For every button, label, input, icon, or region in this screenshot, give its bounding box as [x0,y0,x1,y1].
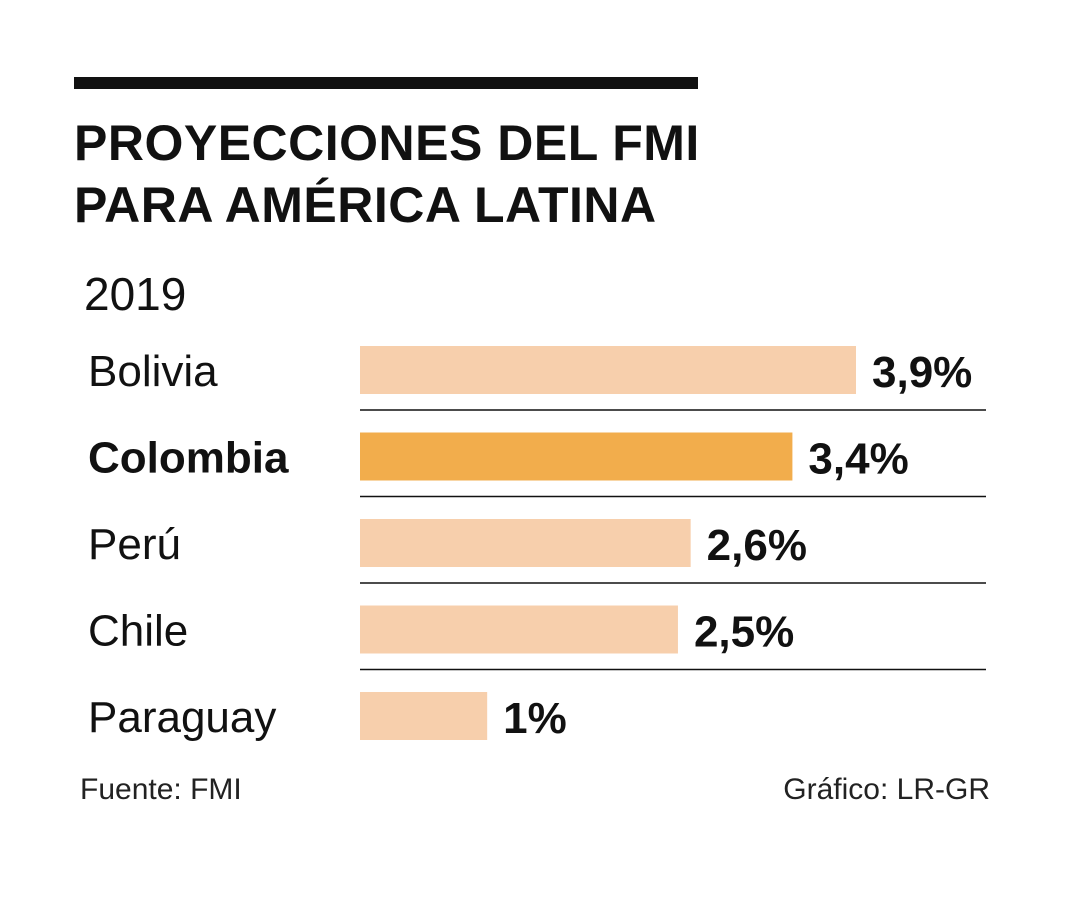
year-subtitle: 2019 [84,268,187,320]
title-line-2: PARA AMÉRICA LATINA [74,177,657,233]
bar [360,346,856,394]
top-rule [74,77,698,89]
bar-chart: Bolivia 3,9% Colombia 3,4% Perú 2,6% Chile 2,5%… [88,346,986,743]
bar [360,519,691,567]
category-label: Perú [88,520,181,569]
value-label: 2,5% [694,608,794,657]
bar [360,605,678,654]
credit-note: Gráfico: LR-GR [783,773,990,806]
value-label: 2,6% [707,521,807,570]
source-note: Fuente: FMI [80,773,242,806]
title-line-1: PROYECCIONES DEL FMI [74,115,700,171]
value-label: 3,4% [808,435,908,484]
bar [360,692,488,740]
chart-title: PROYECCIONES DEL FMI PARA AMÉRICA LATINA [74,112,774,236]
category-label: Paraguay [88,693,276,742]
category-label: Bolivia [88,347,218,396]
value-label: 1% [503,694,567,743]
bar [360,432,793,481]
value-label: 3,9% [872,348,972,397]
category-label: Colombia [88,434,289,483]
category-label: Chile [88,607,188,656]
